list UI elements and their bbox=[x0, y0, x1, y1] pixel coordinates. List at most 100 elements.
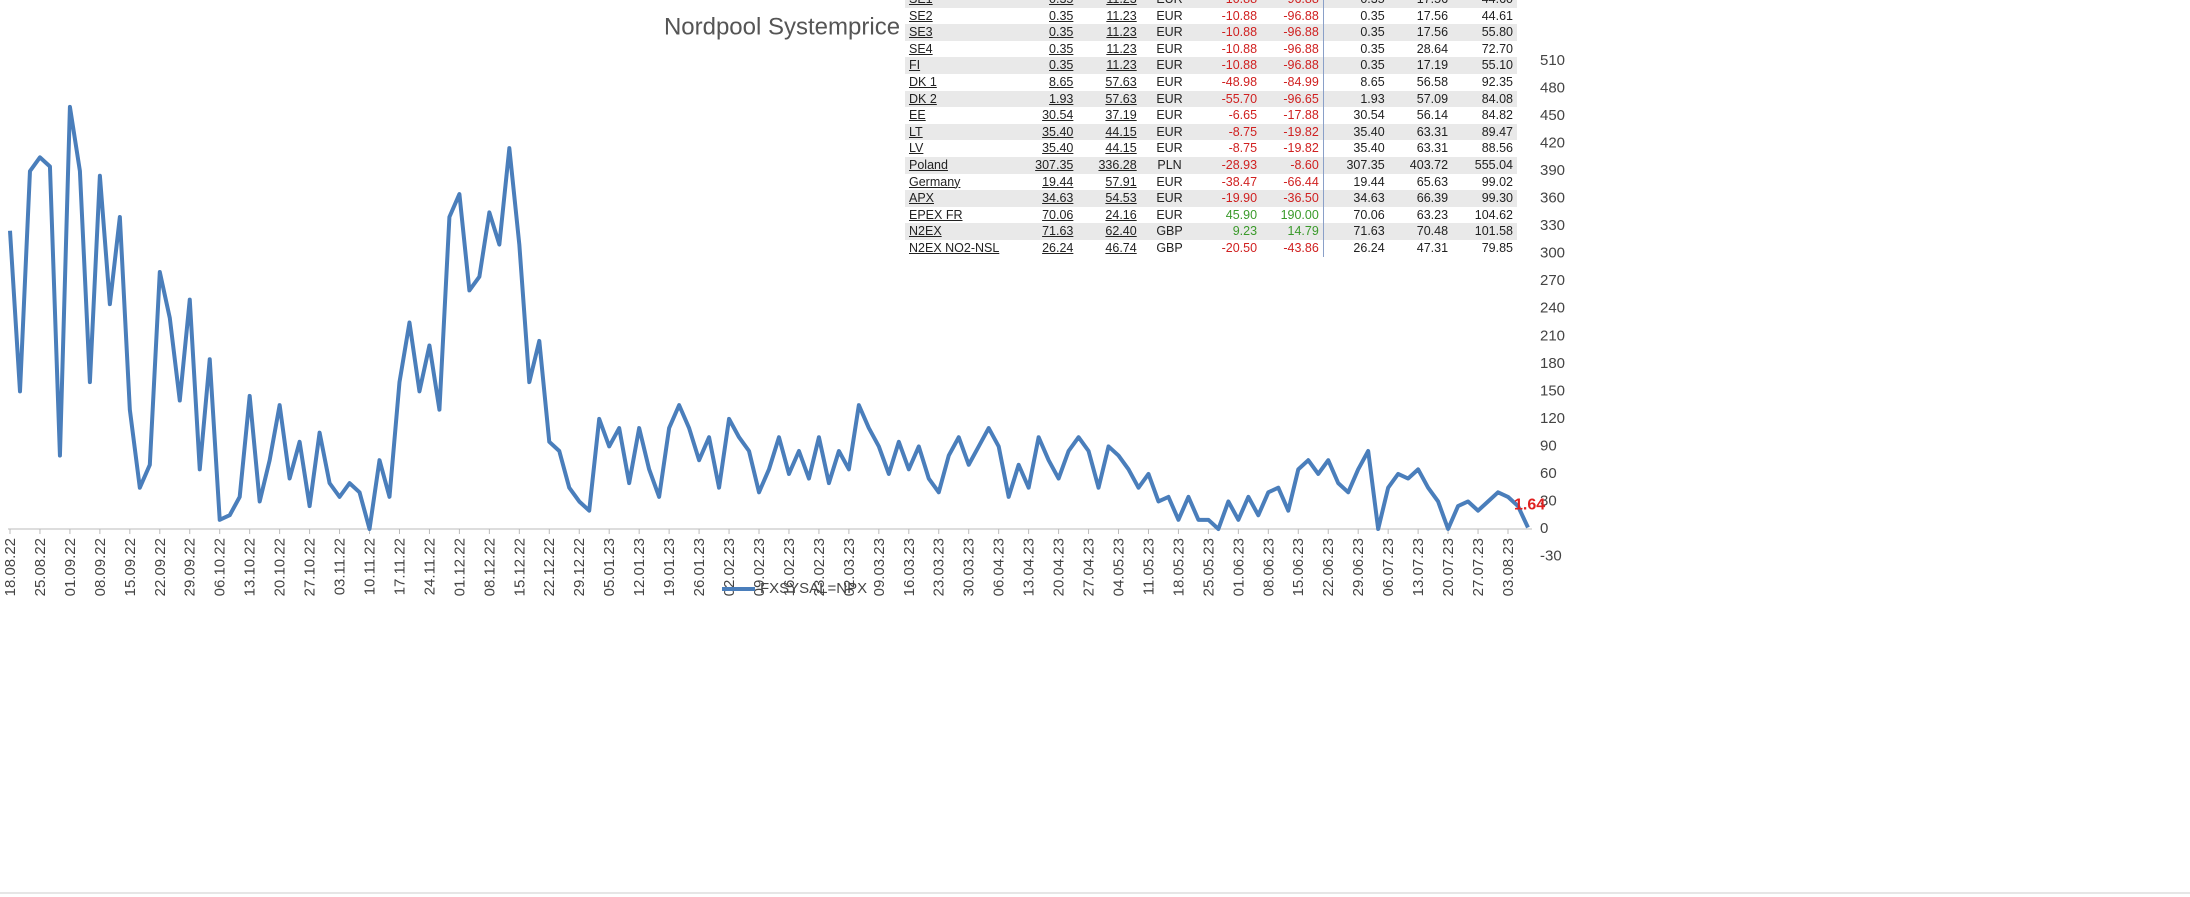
table-cell: -96.88 bbox=[1261, 24, 1324, 41]
table-row: SE4 0.35 11.23 EUR -10.88 -96.88 0.35 28.64 72.7… bbox=[905, 40, 1517, 58]
table-cell: EUR bbox=[1156, 41, 1183, 56]
x-tick-label: 19.01.23 bbox=[661, 538, 678, 596]
table-cell: 46.74 bbox=[1105, 240, 1137, 255]
table-cell: 44.61 bbox=[1481, 8, 1513, 23]
y-tick-label: 180 bbox=[1540, 355, 1565, 372]
table-cell: 65.63 bbox=[1416, 174, 1449, 189]
table-cell: 70.48 bbox=[1416, 224, 1449, 239]
table-cell: 9.23 bbox=[1232, 224, 1258, 239]
table-cell: GBP bbox=[1156, 224, 1183, 239]
table-cell: EPEX FR bbox=[909, 207, 963, 222]
x-tick-label: 16.03.23 bbox=[901, 538, 918, 596]
table-cell: -8.75 bbox=[1228, 141, 1258, 156]
table-cell: SE3 bbox=[909, 25, 933, 40]
x-tick-label: 30.03.23 bbox=[961, 538, 978, 596]
table-cell: 403.72 bbox=[1409, 157, 1449, 172]
table-cell: EUR bbox=[1156, 141, 1183, 156]
table-cell: 35.40 bbox=[1353, 124, 1385, 139]
table-cell: LV bbox=[909, 141, 924, 156]
table-cell: 56.58 bbox=[1416, 74, 1449, 89]
table-cell: 17.19 bbox=[1416, 58, 1449, 73]
x-tick-label: 24.11.22 bbox=[421, 538, 438, 595]
table-cell: -10.88 bbox=[1221, 25, 1258, 40]
table-cell: 17.56 bbox=[1416, 8, 1449, 23]
chart-title: Nordpool Systemprice bbox=[664, 13, 900, 40]
table-cell: -48.98 bbox=[1221, 74, 1258, 89]
y-tick-label: 270 bbox=[1540, 272, 1565, 289]
price-line bbox=[8, 104, 1530, 531]
table-row: DK 1 8.65 57.63 EUR -48.98 -84.99 8.65 56.58 92.… bbox=[905, 73, 1517, 91]
y-tick-label: 0 bbox=[1540, 520, 1548, 537]
table-cell: SE1 bbox=[905, 0, 1020, 8]
table-cell: SE2 bbox=[909, 8, 933, 23]
table-cell: 30.54 bbox=[1042, 108, 1074, 123]
table-row: DK 2 1.93 57.63 EUR -55.70 -96.65 1.93 57.09 84.… bbox=[905, 90, 1517, 108]
table-cell: EUR bbox=[1156, 191, 1183, 206]
table-cell: 89.47 bbox=[1481, 124, 1513, 139]
y-tick-label: 360 bbox=[1540, 190, 1565, 207]
x-tick-label: 29.09.22 bbox=[182, 538, 199, 596]
table-cell: -55.70 bbox=[1221, 91, 1258, 106]
table-cell: -43.86 bbox=[1261, 239, 1324, 257]
table-row: N2EX 71.63 62.40 GBP 9.23 14.79 71.63 70.48 101.… bbox=[905, 223, 1517, 240]
table-cell: DK 1 bbox=[909, 74, 937, 89]
x-tick-label: 20.10.22 bbox=[272, 538, 289, 596]
table-row: LV 35.40 44.15 EUR -8.75 -19.82 35.40 63.31 88.5… bbox=[905, 140, 1517, 157]
x-tick-label: 22.12.22 bbox=[541, 538, 558, 596]
table-cell: 44.15 bbox=[1105, 141, 1137, 156]
table-cell: 24.16 bbox=[1105, 207, 1137, 222]
table-cell: -8.60 bbox=[1261, 156, 1324, 174]
table-cell: EUR bbox=[1156, 207, 1183, 222]
table-cell: 0.35 bbox=[1360, 41, 1385, 56]
table-cell: 35.40 bbox=[1042, 124, 1074, 139]
table-cell: 555.04 bbox=[1474, 157, 1513, 172]
y-tick-label: 210 bbox=[1540, 327, 1565, 344]
x-tick-label: 27.04.23 bbox=[1081, 538, 1098, 596]
table-cell: 0.35 bbox=[1049, 8, 1074, 23]
table-cell: 44.60 bbox=[1452, 0, 1517, 8]
x-tick-label: 05.01.23 bbox=[601, 538, 618, 596]
table-cell: 26.24 bbox=[1042, 240, 1074, 255]
table-cell: 0.35 bbox=[1049, 25, 1074, 40]
x-tick-label: 25.05.23 bbox=[1200, 538, 1217, 596]
table-cell: 63.23 bbox=[1416, 207, 1449, 222]
table-cell: 54.53 bbox=[1105, 191, 1137, 206]
y-tick-label: 60 bbox=[1540, 465, 1557, 482]
table-cell: 70.06 bbox=[1042, 207, 1074, 222]
table-cell: 47.31 bbox=[1416, 240, 1449, 255]
table-cell: 104.62 bbox=[1474, 207, 1513, 222]
table-cell: 44.15 bbox=[1105, 124, 1137, 139]
table-cell: -36.50 bbox=[1261, 190, 1324, 207]
table-cell: 8.65 bbox=[1360, 74, 1385, 89]
table-cell: 70.06 bbox=[1353, 207, 1385, 222]
table-cell: 11.23 bbox=[1106, 41, 1137, 56]
table-cell: 307.35 bbox=[1035, 157, 1074, 172]
y-tick-label: 450 bbox=[1540, 107, 1565, 124]
table-row: SE2 0.35 11.23 EUR -10.88 -96.88 0.35 17.56 44.6… bbox=[905, 7, 1517, 25]
table-row: LT 35.40 44.15 EUR -8.75 -19.82 35.40 63.31 89.4… bbox=[905, 123, 1517, 141]
table-cell: N2EX NO2-NSL bbox=[909, 240, 1000, 255]
table-cell: 57.63 bbox=[1105, 74, 1137, 89]
table-cell: 62.40 bbox=[1105, 224, 1137, 239]
x-tick-label: 02.03.23 bbox=[841, 538, 858, 596]
y-tick-label: 390 bbox=[1540, 162, 1565, 179]
table-cell: EUR bbox=[1156, 108, 1183, 123]
price-table: SE10.3511.23EUR-10.88-96.880.3517.5644.6… bbox=[905, 0, 1517, 257]
table-cell: -10.88 bbox=[1221, 8, 1258, 23]
x-tick-label: 06.10.22 bbox=[212, 538, 229, 596]
table-cell: EUR bbox=[1156, 58, 1183, 73]
x-tick-label: 10.11.22 bbox=[361, 538, 378, 595]
table-row: EE 30.54 37.19 EUR -6.65 -17.88 30.54 56.14 84.8… bbox=[905, 107, 1517, 124]
table-cell: LT bbox=[909, 124, 923, 139]
x-tick-label: 26.01.23 bbox=[691, 538, 708, 596]
table-cell: 307.35 bbox=[1346, 157, 1385, 172]
table-row: Germany 19.44 57.91 EUR -38.47 -66.44 19.44 65.… bbox=[905, 173, 1517, 191]
x-tick-label: 02.02.23 bbox=[721, 538, 738, 596]
table-row: SE10.3511.23EUR-10.88-96.880.3517.5644.6… bbox=[905, 0, 1517, 8]
table-cell: 99.30 bbox=[1481, 191, 1513, 206]
x-tick-label: 15.12.22 bbox=[511, 538, 528, 596]
table-cell: DK 2 bbox=[909, 91, 937, 106]
y-tick-label: 300 bbox=[1540, 245, 1565, 262]
